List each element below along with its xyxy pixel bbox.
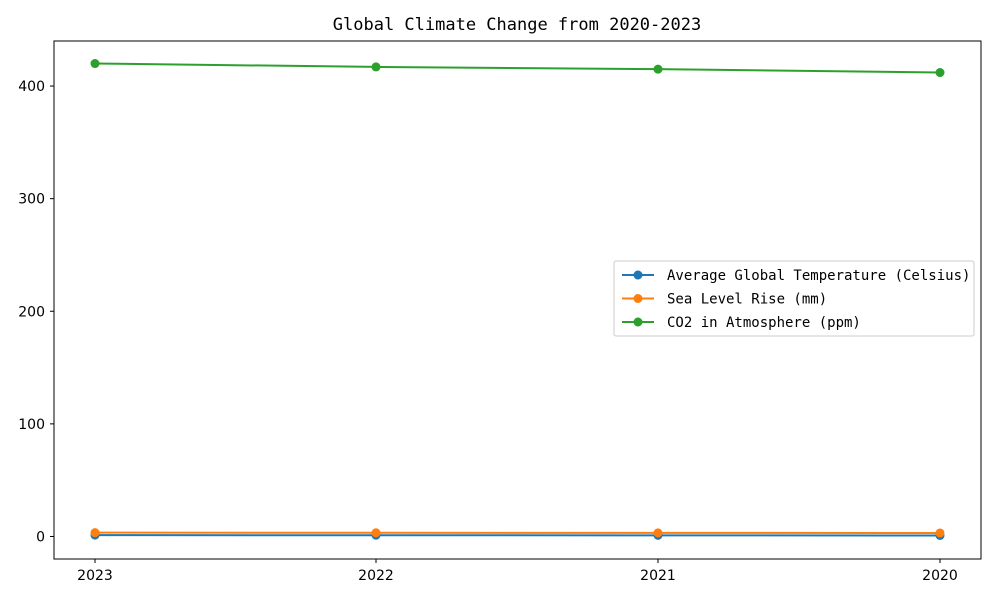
x-axis: 2023 2022 2021 2020 — [77, 559, 958, 584]
legend-item: Sea Level Rise (mm) — [622, 292, 827, 308]
legend-label: Sea Level Rise (mm) — [667, 292, 827, 308]
x-tick-label: 2021 — [640, 568, 676, 584]
series-3 — [90, 59, 945, 78]
y-tick-label: 0 — [36, 529, 45, 545]
legend-label: Average Global Temperature (Celsius) — [667, 268, 970, 284]
y-axis: 0 100 200 300 400 — [18, 79, 54, 545]
legend-box — [613, 260, 975, 337]
series-layer — [90, 59, 945, 540]
legend-item: CO2 in Atmosphere (ppm) — [622, 315, 861, 331]
chart-title: Global Climate Change from 2020-2023 — [333, 15, 701, 35]
y-tick-label: 200 — [18, 304, 45, 320]
legend-marker — [633, 317, 643, 327]
data-point — [90, 528, 100, 538]
x-tick-label: 2020 — [922, 568, 958, 584]
x-tick-label: 2022 — [358, 568, 394, 584]
legend-marker — [633, 270, 643, 280]
y-tick-label: 400 — [18, 79, 45, 95]
series-line — [94, 62, 941, 74]
data-point — [371, 528, 381, 538]
legend: Average Global Temperature (Celsius) Sea … — [613, 260, 975, 337]
data-point — [935, 528, 945, 538]
data-point — [653, 64, 663, 74]
series-2 — [90, 528, 945, 538]
data-point — [935, 68, 945, 78]
y-tick-label: 300 — [18, 192, 45, 208]
x-tick-label: 2023 — [77, 568, 113, 584]
data-point — [371, 62, 381, 72]
y-tick-label: 100 — [18, 417, 45, 433]
data-point — [90, 59, 100, 69]
legend-label: CO2 in Atmosphere (ppm) — [667, 315, 861, 331]
data-point — [653, 528, 663, 538]
legend-item: Average Global Temperature (Celsius) — [622, 268, 970, 284]
legend-marker — [633, 294, 643, 303]
